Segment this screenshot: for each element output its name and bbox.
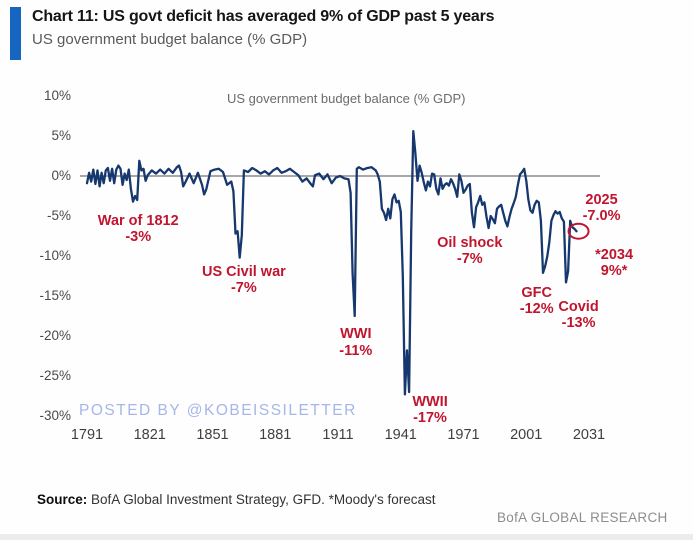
- annotation-us-civil-war: US Civil war -7%: [179, 264, 309, 296]
- x-tick-label: 1911: [322, 427, 354, 443]
- annotation-line: *2034: [595, 247, 634, 264]
- annotation-war-of-1812: War of 1812 -3%: [73, 213, 203, 245]
- budget-balance-series-line: [85, 130, 578, 396]
- annotation-line: -3%: [125, 229, 152, 246]
- annotation-line: -11%: [339, 342, 373, 359]
- x-tick-label: 1941: [384, 427, 417, 443]
- annotation-line: -7%: [456, 251, 483, 268]
- source-note: Source: BofA Global Investment Strategy,…: [37, 492, 436, 507]
- annotation-line: Covid: [558, 299, 599, 316]
- y-tick-label: -20%: [39, 328, 71, 343]
- y-tick-label: -5%: [46, 208, 71, 223]
- annotation-line: -17%: [413, 409, 447, 426]
- x-tick-label: 1971: [447, 427, 480, 443]
- x-tick-label: 1791: [70, 427, 104, 443]
- x-tick-label: 1881: [259, 427, 292, 443]
- watermark-text: POSTED BY @KOBEISSILETTER: [79, 402, 357, 419]
- accent-bar: [10, 7, 21, 60]
- annotation-forecast-2034: *2034 9%*: [549, 247, 679, 279]
- y-tick-label: -25%: [39, 368, 71, 383]
- annotation-wwi: WWI -11%: [291, 326, 421, 358]
- y-tick-label: -10%: [39, 248, 71, 263]
- annotation-wwii: WWII -17%: [365, 394, 495, 426]
- annotation-line: Oil shock: [437, 235, 503, 252]
- annotation-line: -7%: [230, 280, 257, 297]
- annotation-line: WWI: [340, 326, 372, 343]
- annotation-oil-shock: Oil shock -7%: [405, 235, 535, 267]
- latest-point-highlight-circle: [567, 222, 590, 240]
- chart-inner-title: US government budget balance (% GDP): [227, 91, 466, 106]
- scan-artifact-bar: [0, 534, 693, 540]
- annotation-line: 2025: [585, 192, 618, 208]
- annotation-line: -13%: [561, 315, 596, 332]
- x-tick-label: 2031: [572, 427, 606, 443]
- x-tick-label: 2001: [510, 427, 543, 443]
- x-tick-label: 1851: [196, 427, 229, 443]
- source-label: Source:: [37, 492, 88, 507]
- y-tick-label: 10%: [43, 88, 71, 103]
- y-tick-label: 5%: [51, 128, 71, 143]
- annotation-line: 9%*: [600, 263, 628, 280]
- bofa-global-research-brand: BofA GLOBAL RESEARCH: [497, 510, 668, 525]
- y-tick-label: 0%: [51, 168, 71, 183]
- y-tick-label: -15%: [39, 288, 71, 303]
- annotation-line: War of 1812: [97, 212, 179, 229]
- annotation-covid: Covid -13%: [514, 299, 644, 331]
- annotation-line: WWII: [412, 393, 448, 410]
- page-title: Chart 11: US govt deficit has averaged 9…: [32, 8, 495, 25]
- annotation-gfc: GFC -12%: [472, 285, 602, 317]
- annotation-line: -7.0%: [582, 208, 621, 225]
- page-subtitle: US government budget balance (% GDP): [32, 31, 308, 48]
- x-tick-label: 1821: [133, 427, 166, 443]
- y-tick-label: -30%: [39, 408, 71, 423]
- annotation-line: -12%: [519, 301, 554, 318]
- annotation-line: GFC: [521, 284, 552, 301]
- annotation-latest-2025: 2025 -7.0%: [537, 192, 667, 224]
- annotation-line: US Civil war: [201, 264, 286, 280]
- source-text: BofA Global Investment Strategy, GFD. *M…: [87, 492, 436, 507]
